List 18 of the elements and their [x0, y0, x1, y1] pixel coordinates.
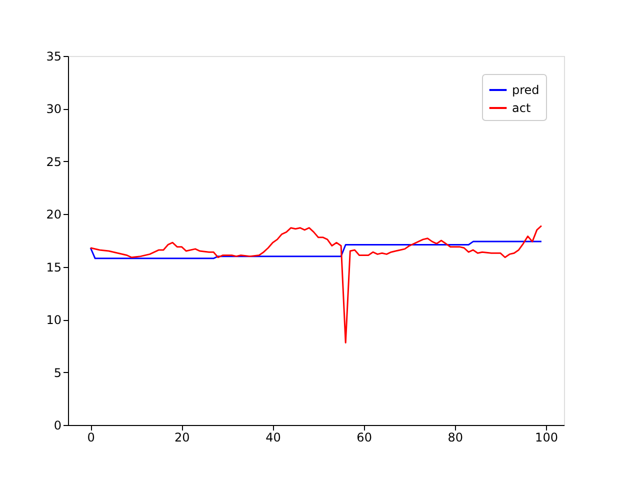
line-series [90, 240, 542, 260]
y-tick-label: 0 [54, 418, 62, 432]
y-tick-label: 25 [46, 154, 62, 169]
x-tick-label: 80 [448, 430, 464, 444]
legend-label: act [512, 101, 531, 115]
line-series [90, 224, 542, 344]
legend-label: pred [512, 83, 540, 97]
x-tick-label: 60 [356, 430, 372, 444]
y-tick-label: 35 [46, 50, 62, 64]
x-tick-label: 20 [174, 430, 190, 444]
y-tick-label: 30 [46, 102, 62, 116]
y-tick-label: 10 [46, 313, 62, 328]
y-tick-label: 15 [46, 260, 62, 274]
x-tick-label: 0 [87, 430, 95, 444]
y-tick-label: 20 [46, 208, 62, 222]
y-tick-label: 5 [54, 366, 62, 380]
x-tick-label: 40 [266, 430, 281, 444]
x-tick-label: 100 [535, 430, 558, 444]
